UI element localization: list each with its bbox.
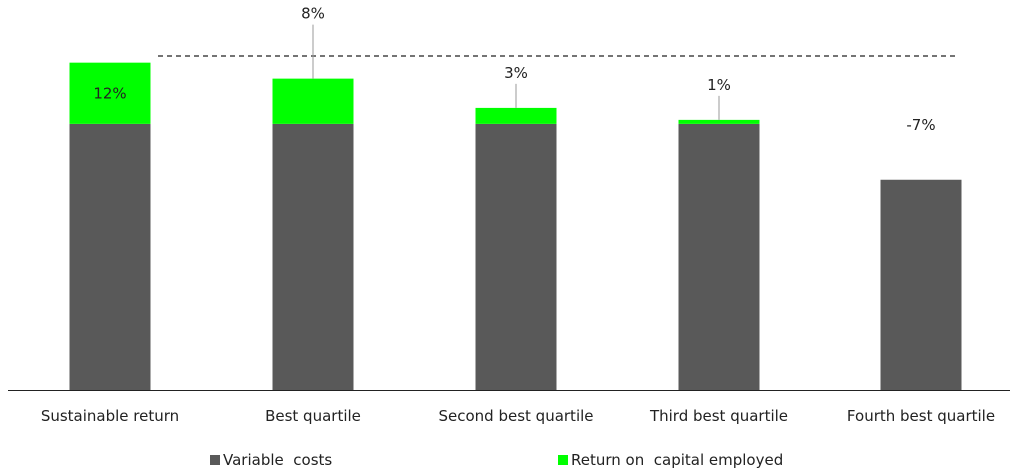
data-label-1: 12%: [93, 84, 126, 102]
bar-variable-costs-5: [880, 179, 962, 390]
bar-return-on-capital-2: [272, 78, 354, 124]
bars: [69, 62, 962, 390]
legend-label-variable-costs: Variable costs: [223, 451, 333, 469]
legend-label-return-on-capital: Return on capital employed: [571, 451, 784, 469]
data-label-5: -7%: [906, 116, 935, 134]
category-label-5: Fourth best quartile: [847, 407, 995, 425]
label-leader-lines: [312, 24, 720, 120]
bar-return-on-capital-4: [678, 119, 760, 124]
data-label-4: 1%: [707, 76, 731, 94]
legend-return-on-capital: Return on capital employed: [558, 450, 783, 470]
data-labels: 12% 8% 3% 1% -7%: [93, 5, 935, 134]
legend-variable-costs: Variable costs: [210, 450, 332, 470]
category-label-1: Sustainable return: [41, 407, 179, 425]
legend-swatch-variable-costs: [210, 455, 220, 465]
data-label-3: 3%: [504, 64, 528, 82]
bar-return-on-capital-3: [475, 107, 557, 124]
bar-variable-costs-2: [272, 123, 354, 390]
legend-swatch-return-on-capital: [558, 455, 568, 465]
data-label-2: 8%: [301, 5, 325, 23]
bar-return-on-capital-1: [69, 62, 151, 124]
category-label-2: Best quartile: [265, 407, 361, 425]
category-labels: Sustainable return Best quartile Second be…: [41, 407, 995, 425]
bar-variable-costs-4: [678, 123, 760, 390]
bar-variable-costs-1: [69, 123, 151, 390]
category-label-3: Second best quartile: [438, 407, 593, 425]
category-label-4: Third best quartile: [649, 407, 788, 425]
bar-variable-costs-3: [475, 123, 557, 390]
